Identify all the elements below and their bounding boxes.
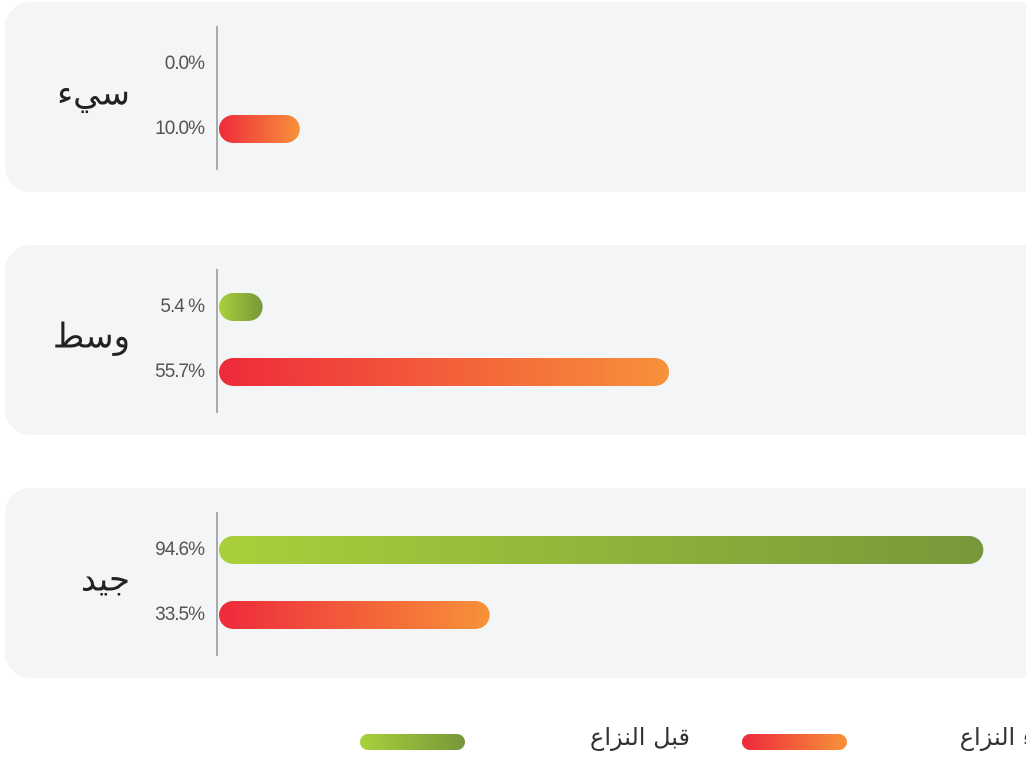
- legend-label: قبل النزاع: [590, 723, 690, 751]
- bar: [219, 536, 984, 564]
- bar: [219, 601, 490, 629]
- panel: [5, 2, 1026, 192]
- category-label: سيء: [57, 74, 130, 114]
- value-label: 55.7%: [155, 361, 205, 382]
- value-label: 5.4 %: [160, 296, 205, 317]
- value-label: 10.0%: [155, 118, 205, 139]
- legend-swatch: [742, 734, 847, 750]
- bar: [219, 358, 670, 386]
- category-label: وسط: [53, 317, 130, 357]
- category-label: جيد: [81, 560, 130, 600]
- bar: [219, 115, 300, 143]
- value-label: 0.0%: [165, 53, 205, 74]
- value-label: 94.6%: [155, 539, 205, 560]
- panel: [5, 488, 1026, 678]
- value-label: 33.5%: [155, 604, 205, 625]
- legend-label: أثناء النزاع: [960, 721, 1026, 751]
- legend-swatch: [360, 734, 465, 750]
- panel: [5, 245, 1026, 435]
- bar: [219, 293, 263, 321]
